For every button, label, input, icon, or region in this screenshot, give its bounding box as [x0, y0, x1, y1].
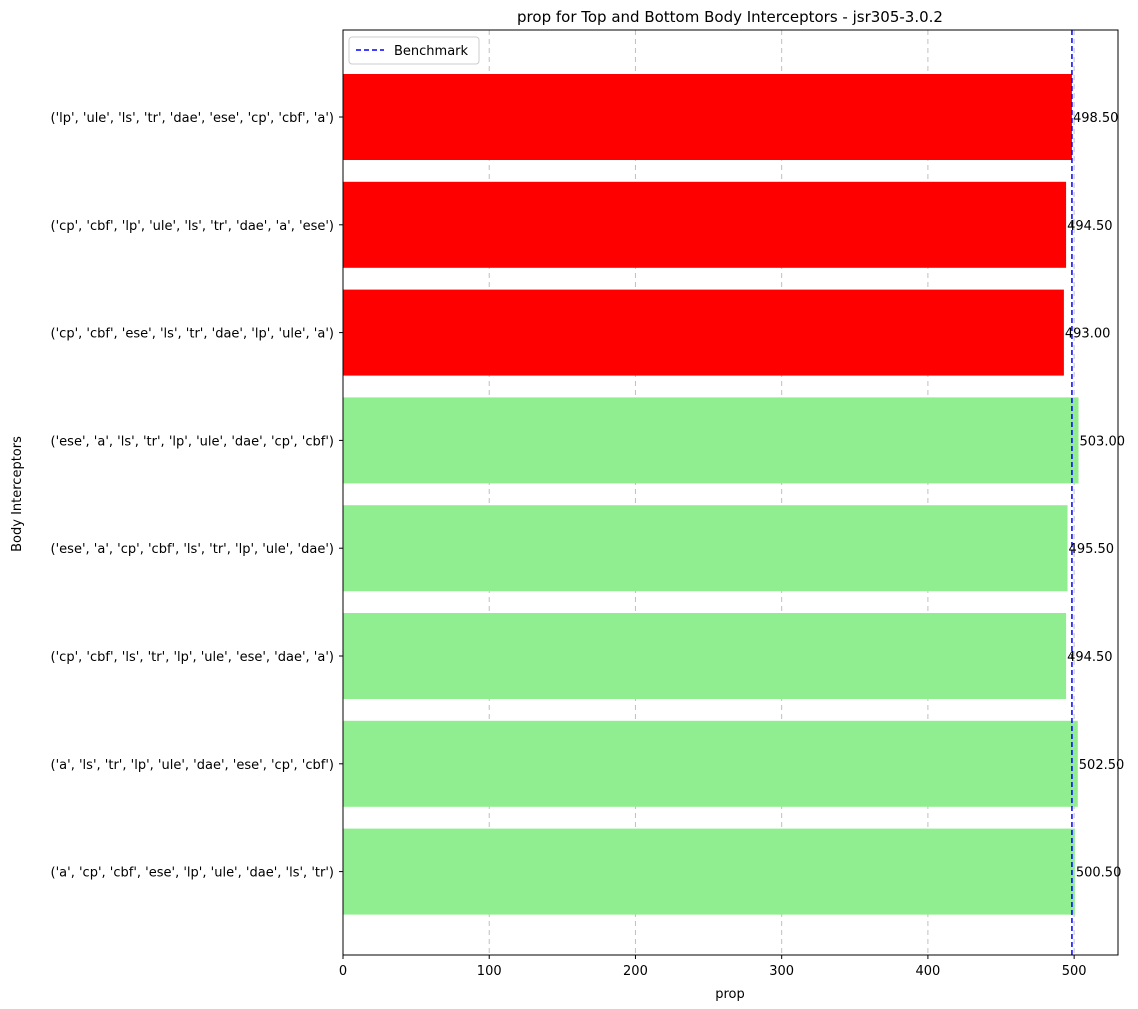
x-tick-label: 100: [477, 964, 502, 979]
grid-lines: [342, 30, 1075, 955]
x-tick-label: 0: [339, 964, 347, 979]
bars: [343, 74, 1079, 915]
x-tick-label: 500: [1062, 964, 1087, 979]
bar: [343, 720, 1078, 807]
bar: [343, 74, 1072, 160]
data-label: 502.50: [1079, 758, 1125, 773]
x-axis-ticks: 0 100 200 300 400 500: [339, 955, 1087, 979]
chart-title: prop for Top and Bottom Body Interceptor…: [517, 8, 943, 26]
y-axis-labels: ('lp', 'ule', 'ls', 'tr', 'dae', 'ese', …: [51, 111, 343, 881]
data-label: 500.50: [1076, 866, 1122, 881]
bar: [343, 397, 1079, 484]
data-label: 498.50: [1073, 111, 1119, 126]
bar: [343, 613, 1067, 699]
y-tick-label: ('cp', 'cbf', 'lp', 'ule', 'ls', 'tr', '…: [51, 219, 334, 234]
bar: [343, 289, 1064, 376]
plot-frame: [342, 29, 1119, 956]
y-tick-label: ('ese', 'a', 'ls', 'tr', 'lp', 'ule', 'd…: [51, 434, 334, 449]
y-tick-label: ('cp', 'cbf', 'ls', 'tr', 'lp', 'ule', '…: [51, 650, 334, 665]
data-labels: 498.50 494.50 493.00 503.00 495.50 494.50 502.…: [1065, 111, 1125, 881]
y-tick-label: ('a', 'cp', 'cbf', 'ese', 'lp', 'ule', '…: [51, 866, 334, 881]
data-label: 494.50: [1067, 650, 1113, 665]
bar: [343, 181, 1067, 268]
bar: [343, 828, 1075, 915]
y-tick-label: ('a', 'ls', 'tr', 'lp', 'ule', 'dae', 'e…: [51, 758, 334, 773]
y-tick-label: ('ese', 'a', 'cp', 'cbf', 'ls', 'tr', 'l…: [51, 542, 334, 557]
legend-box: [348, 36, 480, 65]
x-tick-label: 200: [623, 964, 648, 979]
data-label: 495.50: [1069, 542, 1115, 557]
data-label: 494.50: [1067, 219, 1113, 234]
x-tick-label: 300: [769, 964, 794, 979]
legend: Benchmark: [348, 36, 480, 65]
bar: [343, 505, 1068, 592]
y-axis-label: Body Interceptors: [10, 436, 25, 552]
y-tick-label: ('lp', 'ule', 'ls', 'tr', 'dae', 'ese', …: [51, 111, 334, 126]
y-tick-label: ('cp', 'cbf', 'ese', 'ls', 'tr', 'dae', …: [51, 327, 334, 342]
data-label: 493.00: [1065, 327, 1111, 342]
x-axis-label: prop: [715, 987, 745, 1002]
x-tick-label: 400: [915, 964, 940, 979]
data-label: 503.00: [1080, 434, 1126, 449]
legend-benchmark-label: Benchmark: [394, 44, 469, 59]
